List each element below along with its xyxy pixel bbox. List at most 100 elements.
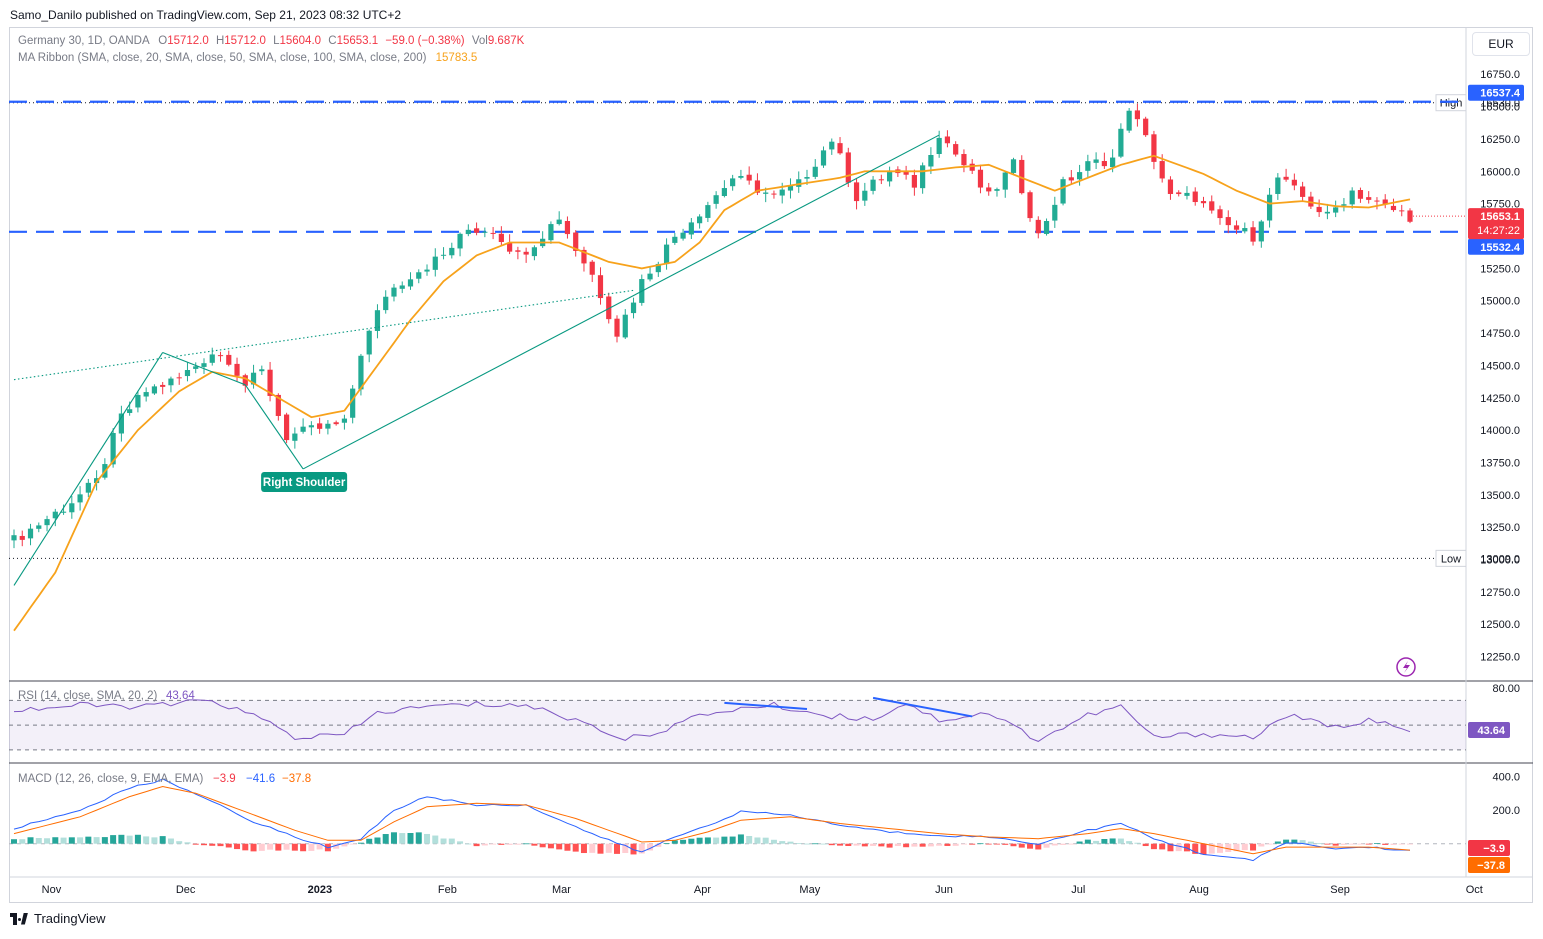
macd-histogram-bar	[44, 838, 51, 844]
candle-body	[1324, 211, 1330, 214]
macd-signal-tag	[1468, 857, 1510, 873]
candle-body	[961, 154, 967, 166]
level-price-tag	[1468, 238, 1524, 255]
macd-histogram-bar	[1233, 843, 1240, 852]
candle-body	[1275, 177, 1281, 194]
macd-histogram-bar	[1060, 843, 1067, 845]
tradingview-logo[interactable]: TradingView	[10, 911, 106, 926]
macd-line	[13, 778, 1411, 862]
candle-body	[1258, 221, 1264, 242]
macd-hist-tag-label: −3.9	[1483, 843, 1505, 855]
macd-histogram-bar	[622, 843, 629, 853]
rsi-pane[interactable]: RSI (14, close, SMA, 20, 2) 43.64 80.00 43.…	[9, 683, 1520, 751]
level-price-tag	[1468, 84, 1524, 101]
price-tick-label: 13750.0	[1480, 457, 1520, 469]
annotation-right-shoulder: Right Shoulder	[263, 477, 346, 489]
macd-histogram-bar	[894, 843, 901, 847]
candle-body	[507, 242, 513, 252]
macd-histogram-bar	[374, 837, 381, 844]
volume-label: Vol	[471, 35, 488, 47]
macd-histogram-bar	[234, 843, 241, 850]
candle-body	[201, 363, 207, 367]
candle-body	[862, 190, 868, 201]
macd-histogram-bar	[1316, 843, 1323, 844]
candle-body	[820, 150, 827, 166]
candle-body	[680, 232, 686, 239]
macd-histogram-bar	[762, 837, 769, 844]
candle-body	[1110, 157, 1116, 168]
close-label: C	[328, 35, 337, 47]
macd-histogram-bar	[159, 836, 166, 844]
candle-body	[655, 263, 661, 273]
macd-signal-tag-label: −37.8	[1477, 860, 1505, 872]
macd-histogram-bar	[176, 841, 183, 844]
macd-pane[interactable]: MACD (12, 26, close, 9, EMA, EMA) −3.9 −41…	[9, 771, 1520, 873]
macd-histogram-bar	[333, 843, 340, 849]
macd-histogram-bar	[1150, 843, 1157, 850]
low-label: L	[273, 35, 280, 47]
candle-body	[118, 413, 124, 434]
macd-histogram-bar	[209, 843, 216, 846]
candle-body	[473, 228, 480, 233]
time-axis[interactable]: Nov Dec 2023 Feb Mar Apr May Jun Jul Aug Sep Oct	[42, 884, 1483, 896]
candle-body	[1002, 172, 1008, 190]
candle-body	[953, 144, 959, 155]
price-tick-label: 16500.0	[1480, 102, 1520, 114]
currency-button[interactable]: EUR	[1472, 32, 1530, 56]
extreme-tag: Low	[1441, 553, 1461, 565]
macd-histogram-bar	[357, 842, 364, 844]
macd-histogram-bar	[490, 843, 497, 845]
level-price-label: 15532.4	[1480, 242, 1521, 254]
time-tick-label: Jul	[1071, 884, 1085, 896]
candle-body	[391, 287, 397, 297]
extreme-tag: High	[1440, 98, 1463, 110]
macd-histogram-bar	[1126, 841, 1133, 844]
macd-histogram-bar	[1093, 840, 1100, 844]
candle-body	[878, 179, 884, 181]
macd-histogram-bar	[349, 843, 356, 845]
candle-body	[1242, 228, 1248, 232]
candle-body	[416, 272, 422, 279]
candle-body	[515, 250, 521, 252]
macd-histogram-bar	[399, 833, 406, 844]
candle-body	[845, 152, 851, 183]
candle-body	[688, 222, 694, 235]
macd-histogram-bar	[250, 843, 257, 852]
macd-histogram-bar	[1258, 843, 1265, 847]
candle-body	[589, 261, 595, 275]
candle-body	[969, 163, 975, 171]
macd-histogram-bar	[746, 835, 753, 844]
macd-histogram-bar	[77, 837, 84, 844]
candle-body	[300, 426, 306, 432]
rsi-value-tag-label: 43.64	[1477, 725, 1505, 737]
candle-body	[1333, 207, 1339, 213]
macd-histogram-bar	[688, 838, 695, 844]
macd-histogram-bar	[589, 843, 596, 853]
macd-histogram-bar	[861, 843, 868, 847]
candle-body	[69, 503, 75, 513]
macd-histogram-bar	[886, 843, 893, 848]
candle-body	[581, 249, 587, 264]
candle-body	[622, 314, 628, 338]
candle-body	[672, 236, 678, 243]
macd-histogram-bar	[820, 843, 827, 845]
macd-histogram-bar	[1051, 843, 1058, 846]
macd-histogram-bar	[754, 837, 761, 844]
macd-histogram-bar	[556, 843, 563, 850]
candle-body	[52, 511, 58, 519]
ma-ribbon-label[interactable]: MA Ribbon (SMA, close, 20, SMA, close, 5…	[18, 52, 427, 64]
macd-histogram-bar	[911, 843, 918, 847]
price-tick-label: 12500.0	[1480, 619, 1520, 631]
low-value: 15604.0	[279, 35, 322, 47]
symbol-line[interactable]: Germany 30, 1D, OANDA	[18, 35, 150, 47]
price-tick-label: 14500.0	[1480, 360, 1520, 372]
candle-body	[482, 231, 488, 233]
candle-body	[829, 141, 835, 150]
candle-body	[135, 394, 141, 408]
lightning-glyph	[1403, 661, 1410, 673]
price-pane[interactable]: 16750.016500.016250.016000.015750.015500…	[9, 27, 1533, 878]
macd-histogram-bar	[985, 843, 992, 845]
macd-histogram-bar	[440, 838, 447, 844]
candle-body	[11, 535, 17, 541]
candle-body	[1126, 110, 1132, 131]
